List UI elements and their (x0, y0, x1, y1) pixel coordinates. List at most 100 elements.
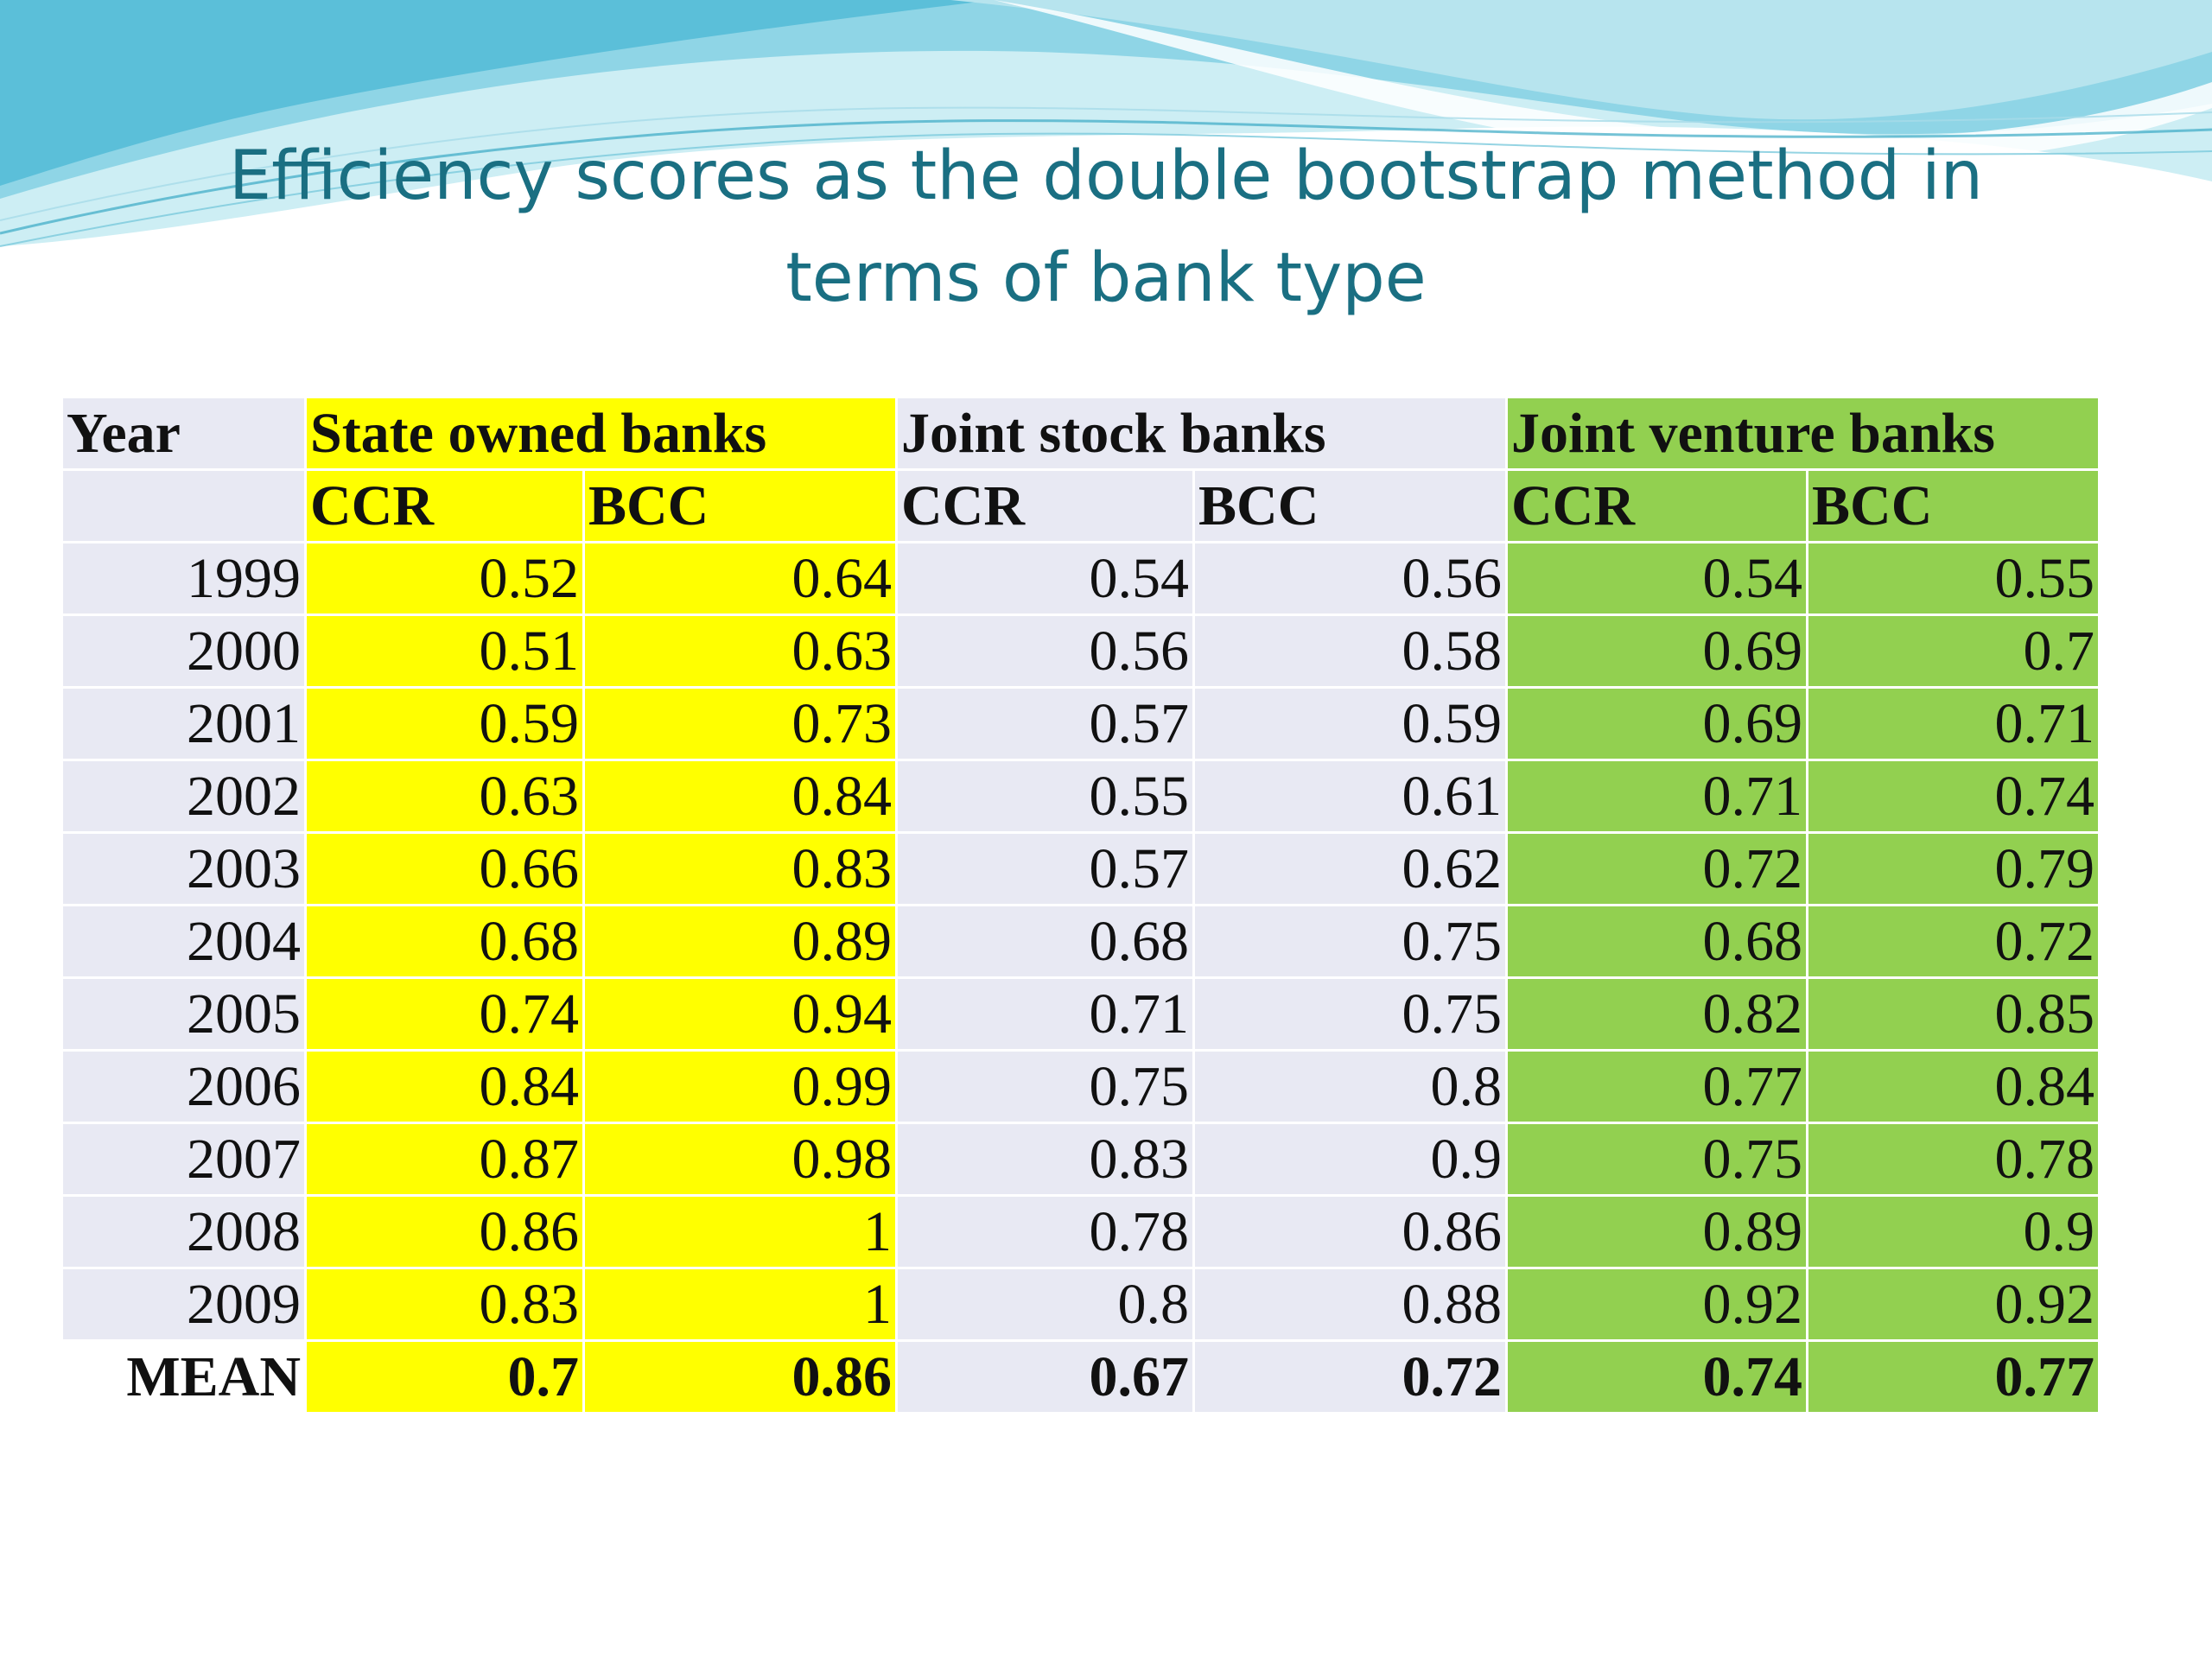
title-line-1: Efficiency scores as the double bootstra… (228, 137, 1984, 215)
subheader-state-ccr: CCR (304, 468, 585, 543)
year-cell: 2002 (60, 759, 307, 834)
subheader-venture-bcc: BCC (1806, 468, 2101, 543)
table-row: 2001 0.59 0.73 0.57 0.59 0.69 0.71 (60, 686, 2101, 761)
score-cell: 0.59 (1192, 686, 1509, 761)
table-row: 2004 0.68 0.89 0.68 0.75 0.68 0.72 (60, 904, 2101, 979)
score-cell: 0.83 (582, 831, 899, 906)
year-cell: 2007 (60, 1122, 307, 1197)
mean-value: 0.72 (1192, 1339, 1509, 1414)
score-cell: 0.64 (582, 541, 899, 616)
score-cell: 0.88 (1192, 1267, 1509, 1342)
score-cell: 0.55 (1806, 541, 2101, 616)
score-cell: 0.78 (1806, 1122, 2101, 1197)
subheader-venture-ccr: CCR (1505, 468, 1809, 543)
subheader-stock-ccr: CCR (895, 468, 1196, 543)
wave-dark-band (0, 0, 994, 186)
score-cell: 0.71 (895, 976, 1196, 1052)
score-cell: 0.83 (304, 1267, 585, 1342)
score-cell: 0.83 (895, 1122, 1196, 1197)
mean-value: 0.77 (1806, 1339, 2101, 1414)
score-cell: 0.68 (1505, 904, 1809, 979)
score-cell: 0.61 (1192, 759, 1509, 834)
score-cell: 0.68 (304, 904, 585, 979)
score-cell: 0.78 (895, 1194, 1196, 1269)
score-cell: 0.8 (1192, 1049, 1509, 1124)
mean-value: 0.74 (1505, 1339, 1809, 1414)
score-cell: 0.77 (1505, 1049, 1809, 1124)
wave-line-2 (0, 132, 2212, 247)
efficiency-scores-table: Year State owned banks Joint stock banks… (60, 396, 2101, 1414)
score-cell: 0.9 (1192, 1122, 1509, 1197)
score-cell: 0.86 (1192, 1194, 1509, 1269)
score-cell: 0.84 (1806, 1049, 2101, 1124)
data-rows: 1999 0.52 0.64 0.54 0.56 0.54 0.55 2000 0.51 0.63… (60, 541, 2101, 1342)
score-cell: 0.9 (1806, 1194, 2101, 1269)
score-cell: 0.75 (895, 1049, 1196, 1124)
table-row: 2008 0.86 1 0.78 0.86 0.89 0.9 (60, 1194, 2101, 1269)
table-row: 1999 0.52 0.64 0.54 0.56 0.54 0.55 (60, 541, 2101, 616)
year-cell: 2000 (60, 613, 307, 689)
mean-value: 0.7 (304, 1339, 585, 1414)
score-cell: 0.84 (304, 1049, 585, 1124)
score-cell: 0.71 (1505, 759, 1809, 834)
score-cell: 0.57 (895, 831, 1196, 906)
year-header: Year (60, 396, 307, 471)
score-cell: 0.98 (582, 1122, 899, 1197)
score-cell: 0.54 (1505, 541, 1809, 616)
score-cell: 0.86 (304, 1194, 585, 1269)
score-cell: 0.62 (1192, 831, 1509, 906)
table-row: 2003 0.66 0.83 0.57 0.62 0.72 0.79 (60, 831, 2101, 906)
score-cell: 0.66 (304, 831, 585, 906)
subheader-row: CCR BCC CCR BCC CCR BCC (60, 468, 2101, 543)
score-cell: 0.69 (1505, 613, 1809, 689)
wave-white-swoosh (994, 0, 2212, 165)
year-cell: 2004 (60, 904, 307, 979)
score-cell: 0.79 (1806, 831, 2101, 906)
subheader-blank (60, 468, 307, 543)
score-cell: 0.75 (1505, 1122, 1809, 1197)
subheader-stock-bcc: BCC (1192, 468, 1509, 543)
score-cell: 0.84 (582, 759, 899, 834)
score-cell: 0.89 (582, 904, 899, 979)
year-cell: 2003 (60, 831, 307, 906)
score-cell: 0.57 (895, 686, 1196, 761)
score-cell: 0.56 (895, 613, 1196, 689)
score-cell: 0.87 (304, 1122, 585, 1197)
score-cell: 0.68 (895, 904, 1196, 979)
year-cell: 2001 (60, 686, 307, 761)
score-cell: 1 (582, 1194, 899, 1269)
wave-line-1 (0, 119, 2212, 235)
score-cell: 0.51 (304, 613, 585, 689)
score-cell: 0.63 (582, 613, 899, 689)
mean-label: MEAN (60, 1339, 307, 1414)
score-cell: 0.94 (582, 976, 899, 1052)
score-cell: 0.8 (895, 1267, 1196, 1342)
group-header-row: Year State owned banks Joint stock banks… (60, 396, 2101, 471)
table-row: 2006 0.84 0.99 0.75 0.8 0.77 0.84 (60, 1049, 2101, 1124)
mean-row: MEAN 0.7 0.86 0.67 0.72 0.74 0.77 (60, 1339, 2101, 1414)
score-cell: 0.99 (582, 1049, 899, 1124)
year-cell: 2008 (60, 1194, 307, 1269)
score-cell: 0.74 (1806, 759, 2101, 834)
score-cell: 0.85 (1806, 976, 2101, 1052)
subheader-state-bcc: BCC (582, 468, 899, 543)
year-cell: 2009 (60, 1267, 307, 1342)
score-cell: 0.7 (1806, 613, 2101, 689)
score-cell: 0.63 (304, 759, 585, 834)
score-cell: 0.72 (1806, 904, 2101, 979)
wave-decoration (0, 0, 2212, 247)
year-cell: 1999 (60, 541, 307, 616)
score-cell: 0.56 (1192, 541, 1509, 616)
wave-top-band (950, 0, 2212, 120)
table-row: 2009 0.83 1 0.8 0.88 0.92 0.92 (60, 1267, 2101, 1342)
group-header-joint-venture: Joint venture banks (1505, 396, 2101, 471)
table-row: 2002 0.63 0.84 0.55 0.61 0.71 0.74 (60, 759, 2101, 834)
score-cell: 0.69 (1505, 686, 1809, 761)
score-cell: 0.75 (1192, 904, 1509, 979)
score-cell: 0.74 (304, 976, 585, 1052)
score-cell: 0.54 (895, 541, 1196, 616)
score-cell: 0.75 (1192, 976, 1509, 1052)
score-cell: 0.59 (304, 686, 585, 761)
mean-value: 0.86 (582, 1339, 899, 1414)
mean-value: 0.67 (895, 1339, 1196, 1414)
